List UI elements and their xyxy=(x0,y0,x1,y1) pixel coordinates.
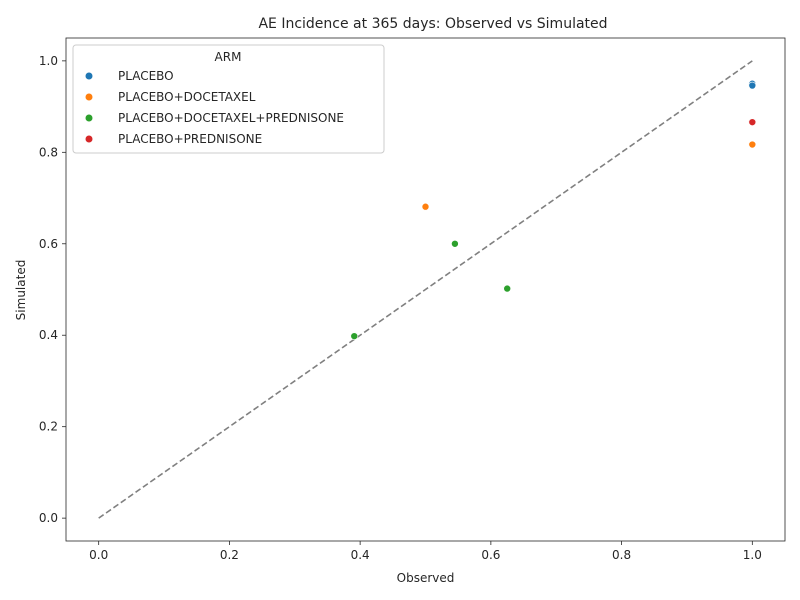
legend-entry-label: PLACEBO+DOCETAXEL+PREDNISONE xyxy=(118,111,344,125)
data-point xyxy=(748,140,757,149)
data-points xyxy=(350,79,757,340)
y-tick-label: 0.8 xyxy=(39,145,58,159)
x-tick-label: 0.6 xyxy=(481,548,500,562)
y-tick-label: 0.0 xyxy=(39,511,58,525)
data-point xyxy=(451,239,459,248)
legend: ARM PLACEBO PLACEBO+DOCETAXEL PLACEBO+DOCE… xyxy=(72,44,385,154)
data-point xyxy=(350,332,359,340)
data-point xyxy=(748,118,757,126)
y-axis-label: Simulated xyxy=(14,260,28,321)
x-tick-label: 0.2 xyxy=(220,548,239,562)
legend-entry-label: PLACEBO xyxy=(118,69,174,83)
y-tick-label: 0.2 xyxy=(39,420,58,434)
x-tick-label: 0.8 xyxy=(612,548,631,562)
x-axis-label: Observed xyxy=(397,571,455,585)
identity-reference-line xyxy=(98,60,753,519)
data-point xyxy=(503,284,512,293)
y-axis: 0.0 0.2 0.4 0.6 0.8 1.0 xyxy=(39,54,66,525)
x-tick-label: 1.0 xyxy=(743,548,762,562)
x-axis: 0.0 0.2 0.4 0.6 0.8 1.0 xyxy=(89,541,762,562)
x-tick-label: 0.4 xyxy=(351,548,370,562)
y-tick-label: 0.6 xyxy=(39,237,58,251)
legend-items: PLACEBO PLACEBO+DOCETAXEL PLACEBO+DOCETAXE… xyxy=(85,69,344,146)
chart-title: AE Incidence at 365 days: Observed vs Si… xyxy=(258,16,607,32)
x-tick-label: 0.0 xyxy=(89,548,108,562)
y-tick-label: 1.0 xyxy=(39,54,58,68)
legend-marker xyxy=(85,93,93,101)
data-point xyxy=(748,81,757,90)
legend-marker xyxy=(85,114,93,122)
legend-box xyxy=(72,44,385,154)
plot-frame xyxy=(65,37,786,542)
y-tick-label: 0.4 xyxy=(39,328,58,342)
legend-entry-label: PLACEBO+PREDNISONE xyxy=(118,132,262,146)
legend-title: ARM xyxy=(215,50,242,64)
legend-marker xyxy=(85,72,93,80)
plot-area xyxy=(65,37,786,542)
legend-entry-label: PLACEBO+DOCETAXEL xyxy=(118,90,256,104)
legend-marker xyxy=(85,135,93,143)
data-point xyxy=(421,202,430,211)
